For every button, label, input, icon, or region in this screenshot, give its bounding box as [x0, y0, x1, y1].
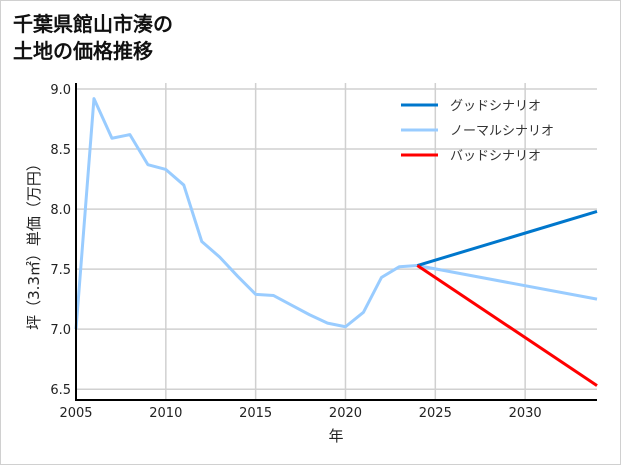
- series-line-1: [74, 97, 598, 330]
- y-tick-label: 7.0: [50, 323, 71, 338]
- x-tick-label: 2020: [329, 406, 362, 421]
- series-line-2: [416, 264, 598, 387]
- y-tick-label: 8.0: [50, 203, 71, 218]
- x-axis-label: 年: [328, 427, 343, 445]
- y-tick-label: 6.5: [50, 383, 71, 398]
- x-tick-label: 2030: [509, 406, 542, 421]
- y-tick-label: 8.5: [50, 143, 71, 158]
- chart-title-line-2: 土地の価格推移: [13, 39, 153, 63]
- x-tick-label: 2025: [419, 406, 452, 421]
- chart-title: 千葉県館山市湊の 土地の価格推移: [13, 11, 173, 65]
- x-tick-label: 2015: [239, 406, 272, 421]
- x-tick-label: 2010: [149, 406, 182, 421]
- legend-label: バッドシナリオ: [450, 149, 541, 164]
- legend-label: ノーマルシナリオ: [450, 124, 554, 139]
- x-tick-label: 2005: [59, 406, 92, 421]
- series-line-0: [416, 210, 598, 267]
- y-tick-label: 9.0: [50, 83, 71, 98]
- chart-title-line-1: 千葉県館山市湊の: [13, 12, 173, 36]
- y-axis-label: 坪（3.3㎡）単価（万円）: [25, 156, 43, 330]
- legend-label: グッドシナリオ: [450, 99, 541, 114]
- y-tick-label: 7.5: [50, 263, 71, 278]
